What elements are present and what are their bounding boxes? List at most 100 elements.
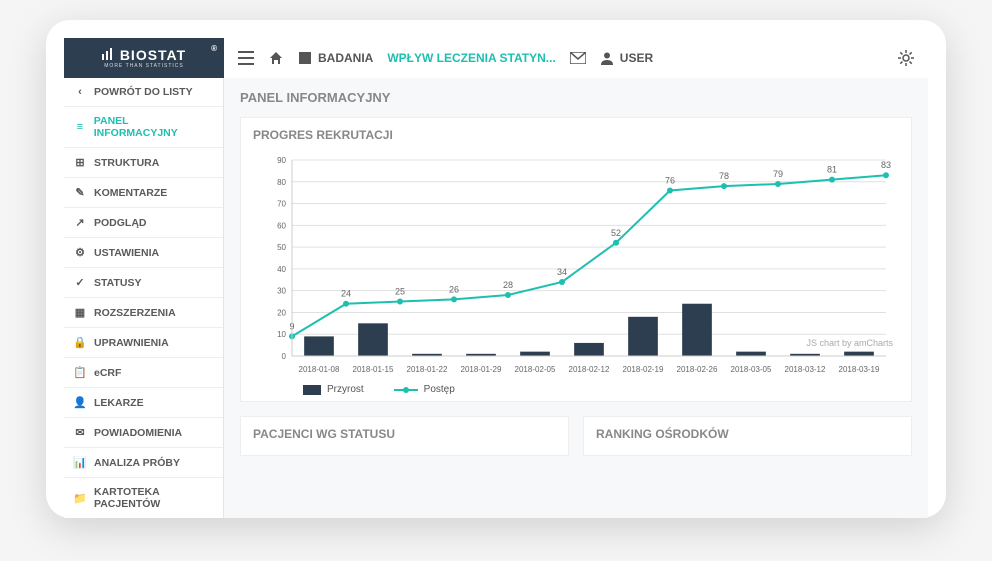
sidebar-item-icon: ✓: [74, 276, 86, 289]
recruitment-chart: 01020304050607080902018-01-082018-01-152…: [253, 150, 899, 380]
sidebar-item-13[interactable]: 📁KARTOTEKA PACJENTÓW: [64, 478, 223, 518]
sidebar-item-icon: ↗: [74, 216, 86, 229]
legend-bar: Przyrost: [303, 384, 364, 395]
sidebar-item-label: POWRÓT DO LISTY: [94, 86, 193, 98]
logo-subtitle: MORE THAN STATISTICS: [104, 63, 183, 69]
svg-text:70: 70: [277, 200, 286, 209]
logo-text: BIOSTAT: [120, 47, 186, 63]
top-nav: BADANIA WPŁYW LECZENIA STATYN... USER: [224, 38, 928, 78]
sidebar-item-icon: ⚙: [74, 246, 86, 259]
sidebar-item-9[interactable]: 📋 eCRF: [64, 358, 223, 388]
sidebar-item-label: PODGLĄD: [94, 217, 147, 229]
svg-text:2018-01-15: 2018-01-15: [353, 365, 394, 374]
menu-icon[interactable]: [238, 50, 254, 66]
nav-user-label: USER: [620, 51, 653, 65]
chart-card: PROGRES REKRUTACJI 010203040506070809020…: [240, 117, 912, 402]
svg-text:83: 83: [881, 160, 891, 170]
svg-text:2018-02-19: 2018-02-19: [623, 365, 664, 374]
sidebar: ‹ POWRÓT DO LISTY ≡ PANEL INFORMACYJNY ⊞ STRU…: [64, 78, 224, 518]
svg-text:2018-01-29: 2018-01-29: [461, 365, 502, 374]
sidebar-item-label: KOMENTARZE: [94, 187, 167, 199]
svg-text:20: 20: [277, 308, 286, 317]
svg-text:24: 24: [341, 289, 351, 299]
sidebar-item-icon: ▦: [74, 306, 86, 319]
sidebar-item-icon: ✎: [74, 186, 86, 199]
svg-text:50: 50: [277, 243, 286, 252]
svg-text:90: 90: [277, 156, 286, 165]
chart-title: PROGRES REKRUTACJI: [253, 128, 899, 142]
sidebar-item-icon: ✉: [74, 426, 86, 439]
chart-credit: JS chart by amCharts: [806, 338, 893, 348]
sidebar-item-5[interactable]: ⚙USTAWIENIA: [64, 238, 223, 268]
sidebar-item-8[interactable]: 🔒 UPRAWNIENIA: [64, 328, 223, 358]
sidebar-item-icon: 📋: [74, 366, 86, 379]
sidebar-item-label: POWIADOMIENIA: [94, 427, 182, 439]
legend-bar-swatch-icon: [303, 385, 321, 395]
sidebar-item-label: PANEL INFORMACYJNY: [94, 115, 213, 139]
nav-badania[interactable]: BADANIA: [298, 51, 373, 65]
sidebar-item-3[interactable]: ✎ KOMENTARZE: [64, 178, 223, 208]
sidebar-item-label: UPRAWNIENIA: [94, 337, 169, 349]
gear-icon[interactable]: [898, 50, 914, 66]
svg-text:52: 52: [611, 228, 621, 238]
svg-text:2018-02-05: 2018-02-05: [515, 365, 556, 374]
svg-text:26: 26: [449, 284, 459, 294]
nav-study-label: WPŁYW LECZENIA STATYN...: [387, 51, 555, 65]
svg-text:80: 80: [277, 178, 286, 187]
sidebar-item-label: STRUKTURA: [94, 157, 159, 169]
sidebar-item-icon: 👤: [74, 396, 86, 409]
sidebar-item-2[interactable]: ⊞ STRUKTURA: [64, 148, 223, 178]
svg-text:78: 78: [719, 171, 729, 181]
svg-text:2018-03-12: 2018-03-12: [785, 365, 826, 374]
svg-text:34: 34: [557, 267, 567, 277]
page-title: PANEL INFORMACYJNY: [240, 90, 912, 105]
svg-text:25: 25: [395, 287, 405, 297]
legend-line-swatch-icon: [394, 389, 418, 391]
svg-text:10: 10: [277, 330, 286, 339]
nav-badania-label: BADANIA: [318, 51, 373, 65]
svg-text:2018-03-05: 2018-03-05: [731, 365, 772, 374]
svg-text:0: 0: [282, 352, 287, 361]
legend-line-label: Postęp: [424, 384, 455, 395]
sidebar-item-1[interactable]: ≡ PANEL INFORMACYJNY: [64, 107, 223, 148]
sidebar-item-icon: ⊞: [74, 156, 86, 169]
chart-legend: Przyrost Postęp: [253, 380, 899, 395]
sidebar-item-icon: ≡: [74, 121, 86, 133]
logo-bars-icon: [102, 47, 116, 63]
sidebar-item-label: LEKARZE: [94, 397, 144, 409]
sidebar-item-10[interactable]: 👤 LEKARZE: [64, 388, 223, 418]
sidebar-item-11[interactable]: ✉ POWIADOMIENIA: [64, 418, 223, 448]
logo: BIOSTAT MORE THAN STATISTICS ®: [64, 38, 224, 78]
svg-text:2018-02-26: 2018-02-26: [677, 365, 718, 374]
sidebar-item-label: ROZSZERZENIA: [94, 307, 176, 319]
svg-text:76: 76: [665, 175, 675, 185]
sidebar-item-12[interactable]: 📊 ANALIZA PRÓBY: [64, 448, 223, 478]
nav-study[interactable]: WPŁYW LECZENIA STATYN...: [387, 51, 555, 65]
sidebar-item-icon: ‹: [74, 86, 86, 98]
svg-text:2018-01-08: 2018-01-08: [299, 365, 340, 374]
sidebar-item-label: KARTOTEKA PACJENTÓW: [94, 486, 213, 510]
svg-text:2018-02-12: 2018-02-12: [569, 365, 610, 374]
ranking-card-title: RANKING OŚRODKÓW: [596, 427, 899, 441]
sidebar-item-7[interactable]: ▦ ROZSZERZENIA: [64, 298, 223, 328]
svg-text:30: 30: [277, 287, 286, 296]
sidebar-item-label: eCRF: [94, 367, 121, 379]
sidebar-item-label: ANALIZA PRÓBY: [94, 457, 180, 469]
status-card-title: PACJENCI WG STATUSU: [253, 427, 556, 441]
home-icon[interactable]: [268, 50, 284, 66]
sidebar-item-icon: 📊: [74, 456, 86, 469]
nav-user[interactable]: USER: [600, 51, 653, 65]
svg-text:81: 81: [827, 165, 837, 175]
status-card: PACJENCI WG STATUSU: [240, 416, 569, 456]
sidebar-item-4[interactable]: ↗ PODGLĄD: [64, 208, 223, 238]
sidebar-item-6[interactable]: ✓ STATUSY: [64, 268, 223, 298]
svg-text:2018-01-22: 2018-01-22: [407, 365, 448, 374]
registered-icon: ®: [211, 44, 218, 53]
sidebar-item-icon: 🔒: [74, 336, 86, 349]
sidebar-item-label: STATUSY: [94, 277, 141, 289]
sidebar-item-0[interactable]: ‹ POWRÓT DO LISTY: [64, 78, 223, 107]
mail-icon[interactable]: [570, 50, 586, 66]
svg-text:28: 28: [503, 280, 513, 290]
legend-bar-label: Przyrost: [327, 384, 364, 395]
topbar: BIOSTAT MORE THAN STATISTICS ® BADANIA W…: [64, 38, 928, 78]
